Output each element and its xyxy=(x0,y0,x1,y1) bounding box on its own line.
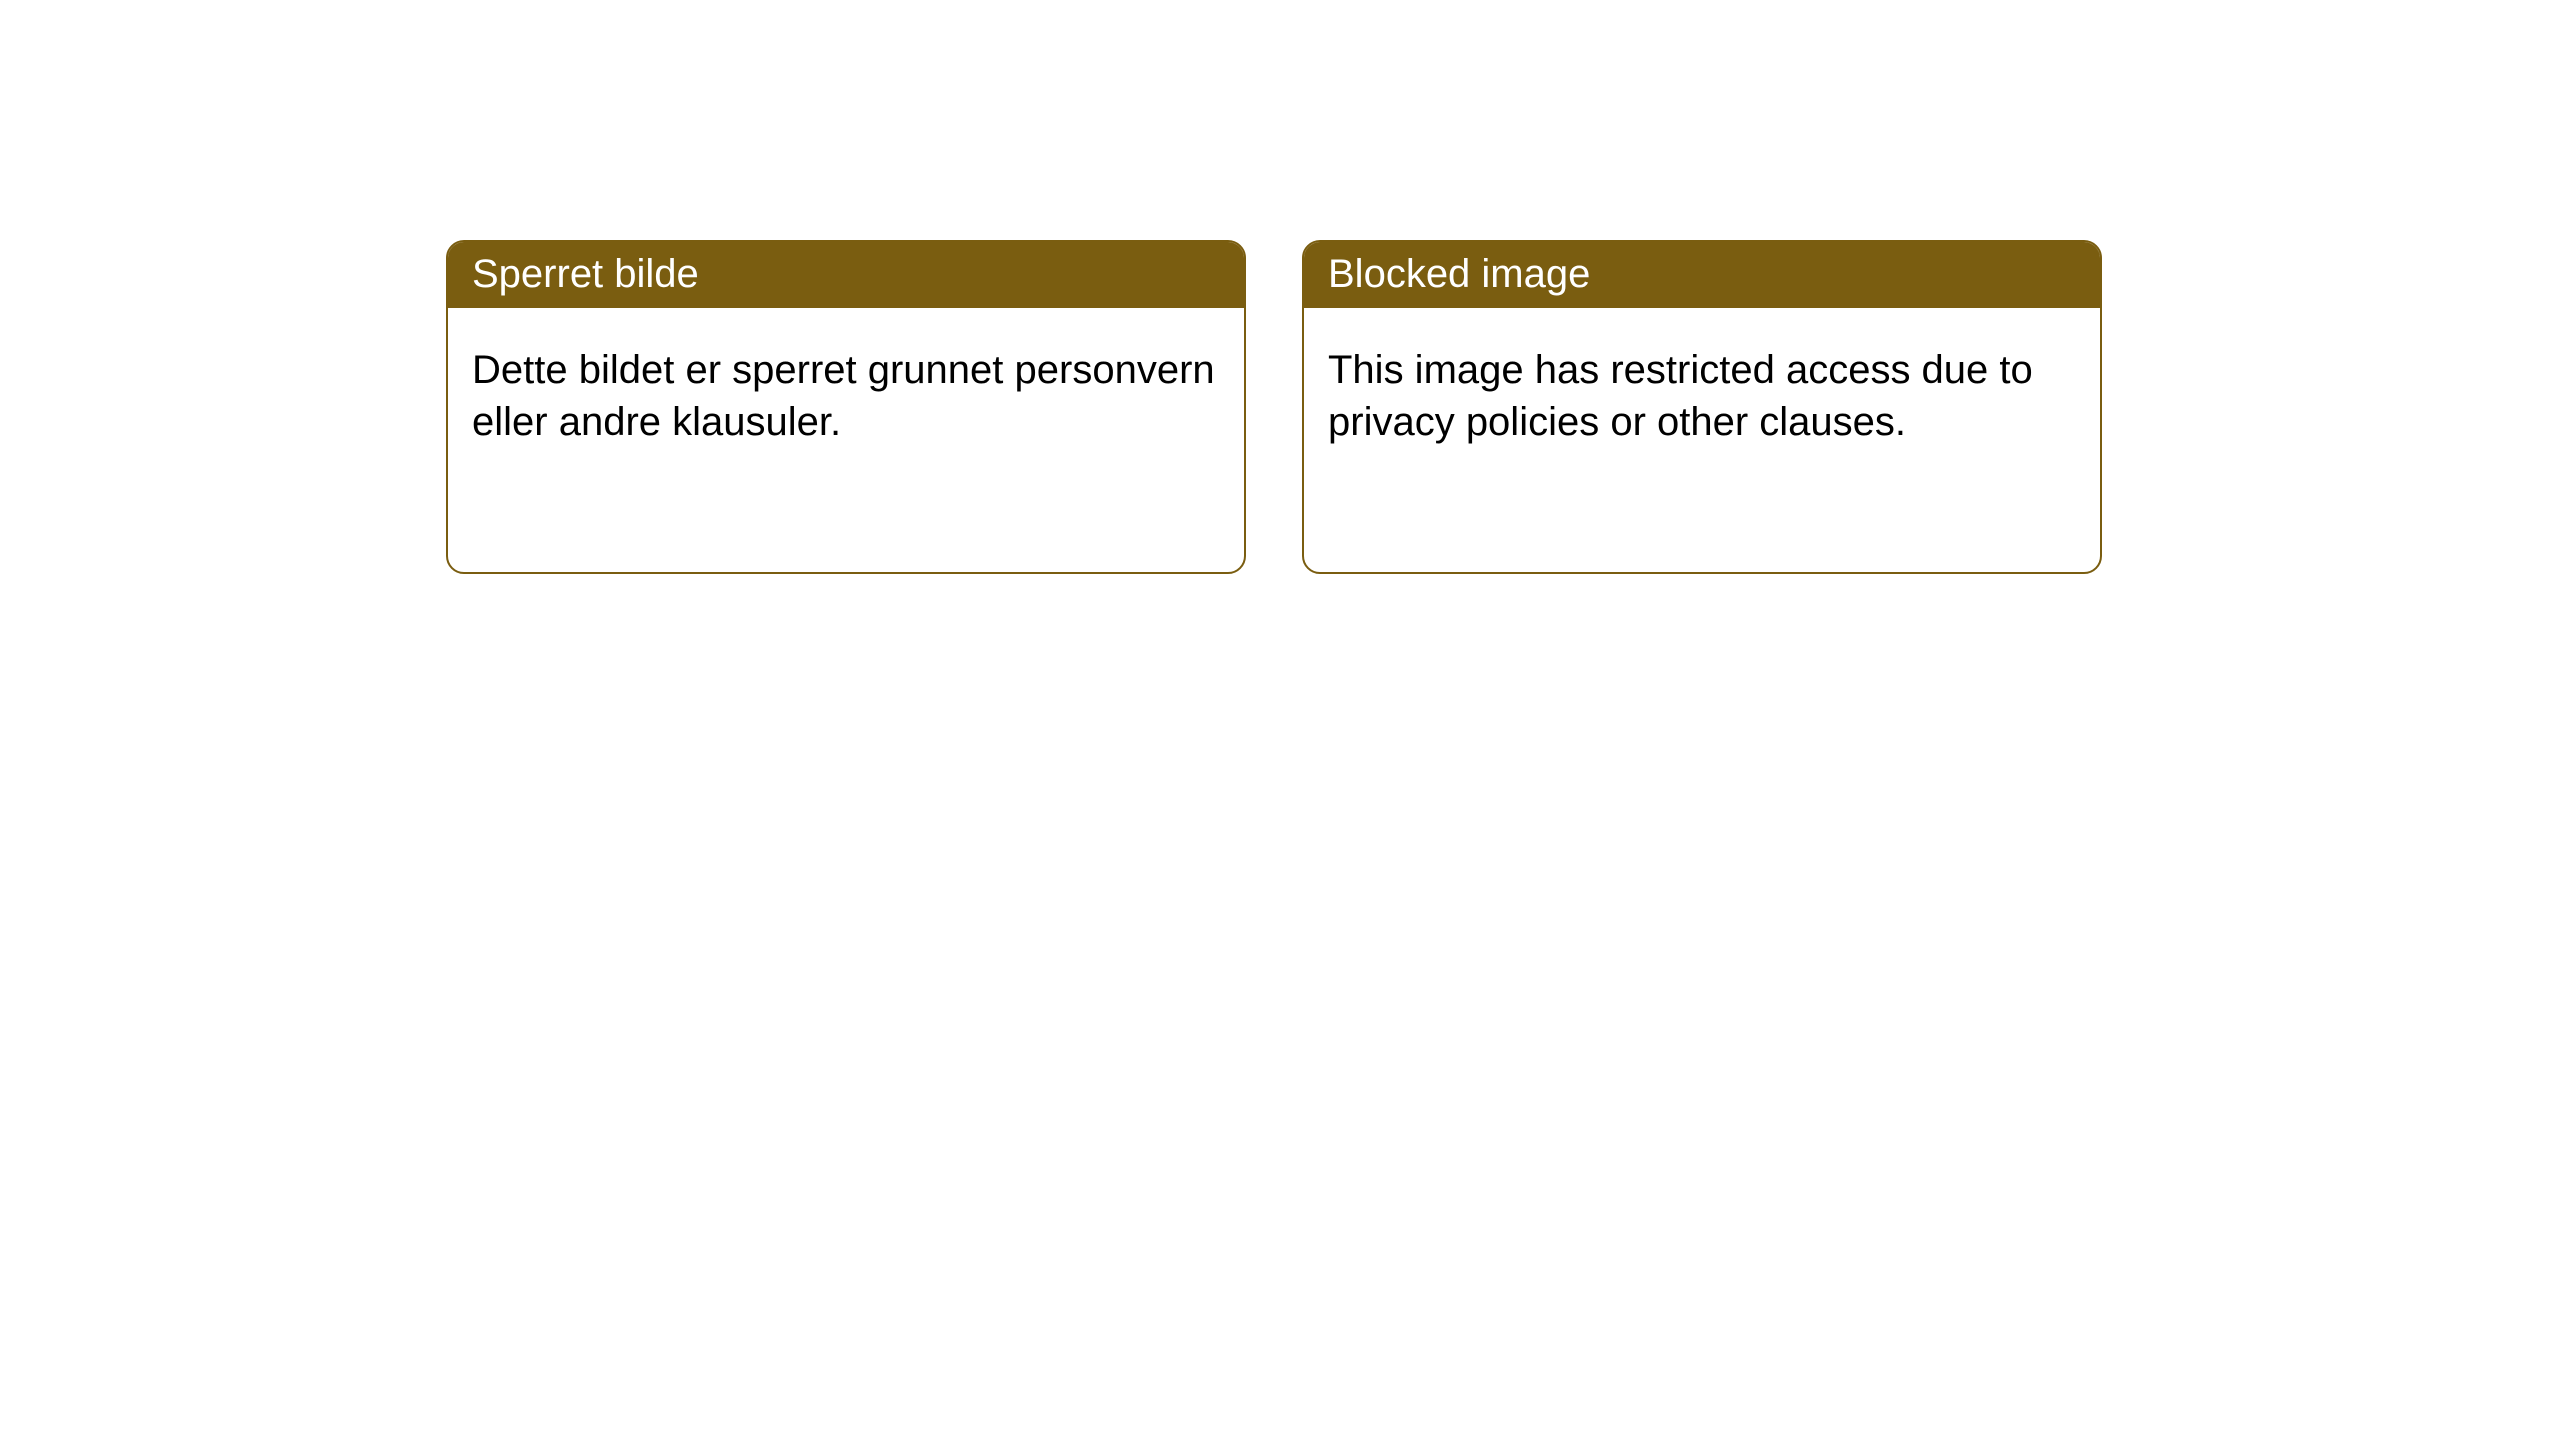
card-body-text: Dette bildet er sperret grunnet personve… xyxy=(448,308,1244,472)
blocked-image-card-en: Blocked image This image has restricted … xyxy=(1302,240,2102,574)
card-title: Sperret bilde xyxy=(448,242,1244,308)
notice-container: Sperret bilde Dette bildet er sperret gr… xyxy=(0,0,2560,574)
blocked-image-card-no: Sperret bilde Dette bildet er sperret gr… xyxy=(446,240,1246,574)
card-body-text: This image has restricted access due to … xyxy=(1304,308,2100,472)
card-title: Blocked image xyxy=(1304,242,2100,308)
